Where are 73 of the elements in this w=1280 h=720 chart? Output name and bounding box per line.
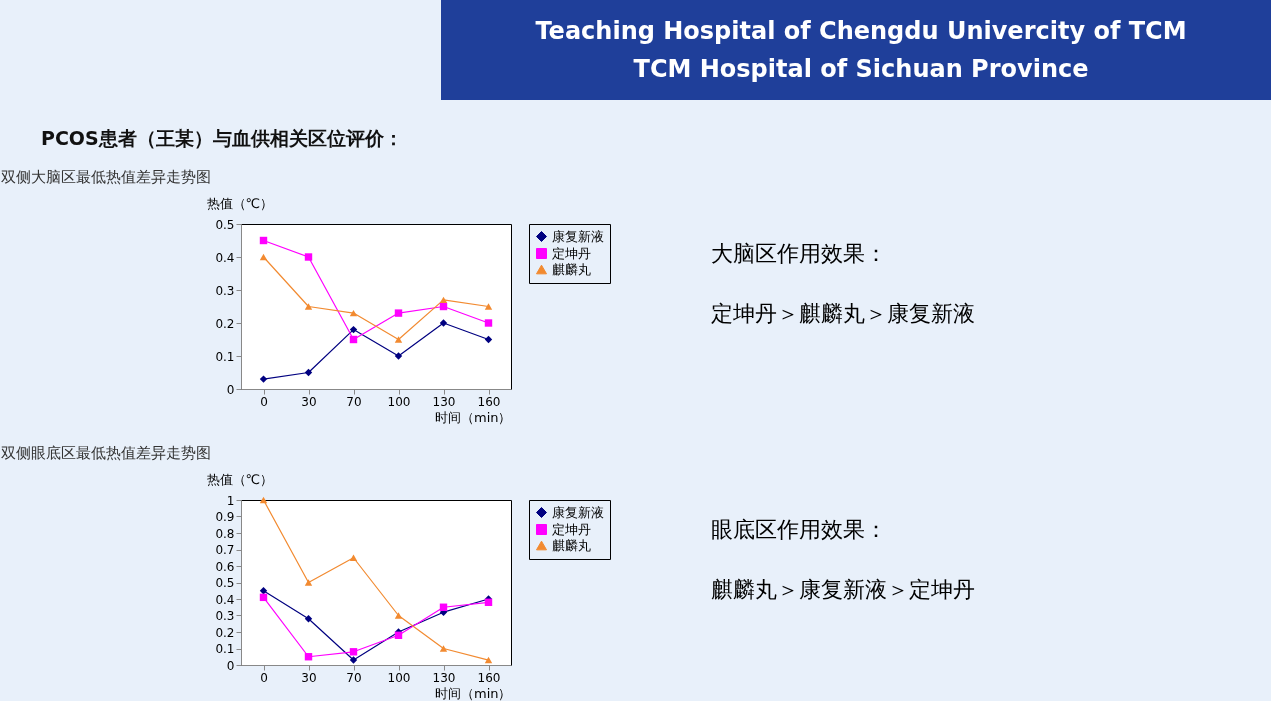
- x-axis-title: 时间（min）: [434, 409, 512, 425]
- text: 定坤丹＞麒麟丸＞康复新液: [711, 301, 975, 326]
- y-tick-label: 0.6: [215, 559, 235, 574]
- legend-label: 定坤丹: [552, 521, 591, 537]
- legend-label: 麒麟丸: [552, 537, 591, 553]
- point: [304, 253, 313, 261]
- text: Teaching Hospital of Chengdu Univercity of TCM: [535, 17, 1187, 45]
- point: [484, 303, 493, 310]
- y-tick-label: 0.5: [215, 217, 235, 232]
- legend-label: 康复新液: [552, 504, 604, 520]
- x-tick-label: 130: [432, 394, 456, 409]
- y-tick-label: 0.3: [215, 283, 235, 298]
- x-axis-title: 时间（min）: [434, 685, 512, 701]
- point: [259, 496, 268, 504]
- x-tick-label: 100: [387, 670, 411, 685]
- point: [484, 656, 493, 664]
- x-tick-label: 0: [260, 394, 268, 409]
- y-tick-label: 1: [226, 493, 235, 508]
- text: 双侧大脑区最低热值差异走势图: [1, 168, 211, 186]
- legend-label: 麒麟丸: [552, 261, 591, 277]
- x-tick-label: 70: [346, 394, 362, 409]
- point: [304, 615, 313, 623]
- point: [259, 253, 268, 261]
- y-axis-title: 热值（℃）: [206, 195, 274, 211]
- point: [349, 309, 358, 317]
- point: [394, 612, 403, 619]
- point: [349, 648, 358, 656]
- y-tick-label: 0.1: [215, 642, 235, 656]
- point: [259, 587, 268, 595]
- y-tick-label: 0: [226, 658, 235, 673]
- y-tick-label: 0.9: [215, 510, 235, 524]
- point: [484, 335, 493, 344]
- x-tick-label: 0: [260, 670, 268, 685]
- legend-label: 定坤丹: [552, 245, 591, 261]
- y-tick-label: 0.7: [215, 543, 235, 557]
- y-tick-label: 0.3: [215, 609, 235, 623]
- x-tick-label: 160: [477, 394, 501, 409]
- y-tick-label: 0.5: [215, 576, 235, 590]
- legend-label: 康复新液: [552, 228, 604, 244]
- y-tick-label: 0.8: [215, 526, 235, 541]
- y-tick-label: 0.4: [215, 592, 235, 607]
- x-tick-label: 30: [301, 670, 317, 685]
- point: [439, 319, 448, 327]
- y-axis-title: 热值（℃）: [206, 471, 274, 487]
- point: [349, 656, 358, 664]
- text: 双侧眼底区最低热值差异走势图: [1, 444, 211, 462]
- y-tick-label: 0.1: [215, 349, 235, 364]
- text: 麒麟丸＞康复新液＞定坤丹: [711, 577, 975, 602]
- point: [304, 579, 313, 586]
- point: [349, 325, 358, 334]
- point: [394, 352, 403, 360]
- y-tick-label: 0.4: [215, 250, 235, 265]
- y-tick-label: 0: [226, 382, 235, 397]
- x-tick-label: 160: [477, 670, 501, 685]
- point: [304, 303, 313, 310]
- x-tick-label: 100: [387, 394, 411, 409]
- point: [259, 375, 268, 383]
- point: [484, 319, 493, 327]
- x-tick-label: 70: [346, 670, 362, 685]
- point: [394, 309, 403, 317]
- point: [439, 296, 448, 304]
- text: TCM Hospital of Sichuan Province: [633, 55, 1089, 83]
- y-tick-label: 0.2: [215, 316, 235, 331]
- x-tick-label: 130: [432, 670, 456, 685]
- text: PCOS患者（王某）与血供相关区位评价：: [41, 127, 403, 149]
- text: 大脑区作用效果：: [711, 241, 887, 266]
- point: [439, 645, 448, 652]
- point: [394, 336, 403, 343]
- y-tick-label: 0.2: [215, 625, 235, 640]
- x-tick-label: 30: [301, 394, 317, 409]
- point: [304, 368, 313, 377]
- text: 眼底区作用效果：: [711, 517, 887, 542]
- point: [349, 554, 358, 561]
